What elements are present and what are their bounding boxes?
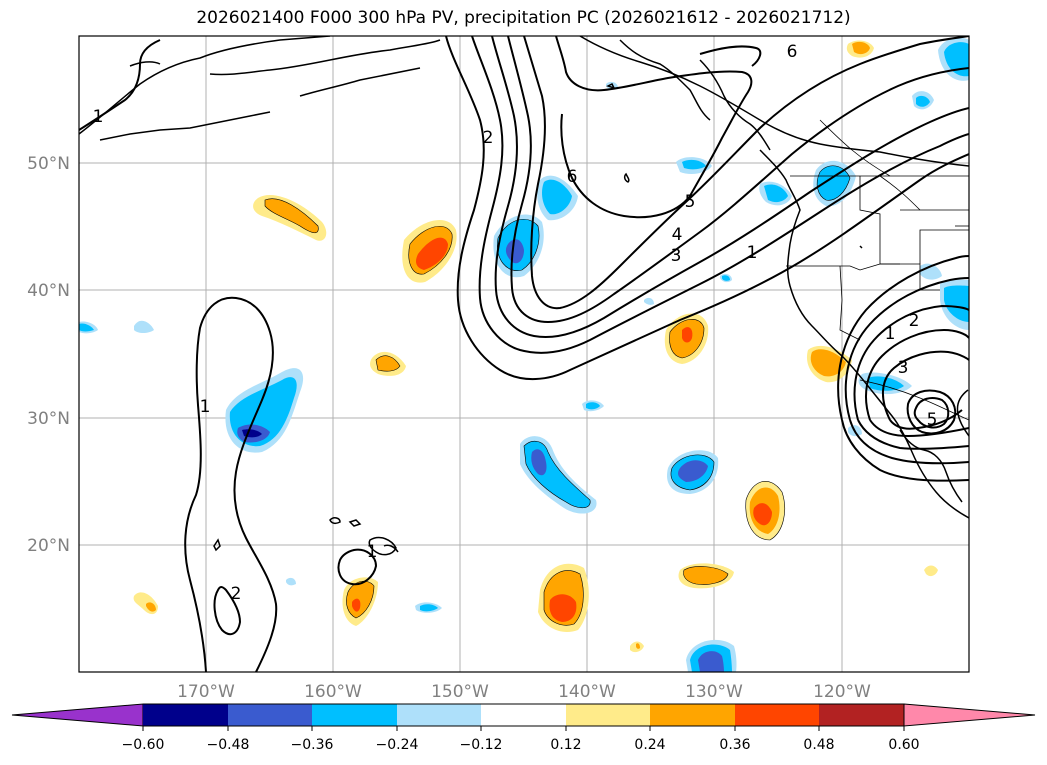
contour-label: 1 [747, 243, 758, 263]
contour-label: 2 [909, 311, 920, 331]
lon-label: 150°W [431, 682, 489, 702]
longitude-labels: 170°W 160°W 150°W 140°W 130°W 120°W [177, 682, 871, 702]
colorbar-extend-low [11, 703, 144, 727]
colorbar-tick: −0.60 [122, 737, 165, 753]
contour-label: 1 [367, 542, 378, 562]
contour-label: 1 [93, 107, 104, 127]
contour-label: 2 [483, 128, 494, 148]
colorbar: −0.60 −0.48 −0.36 −0.24 −0.12 0.12 0.24 … [11, 703, 1036, 753]
lat-label: 20°N [27, 536, 70, 556]
colorbar-segment [481, 704, 566, 726]
lon-label: 170°W [177, 682, 235, 702]
colorbar-segment [735, 704, 819, 726]
contour-label: 6 [787, 42, 798, 62]
map-frame [78, 35, 970, 673]
lat-label: 50°N [27, 154, 70, 174]
contour-label: 3 [898, 358, 909, 378]
lon-label: 160°W [304, 682, 362, 702]
colorbar-segment [566, 704, 650, 726]
political-borders [786, 119, 969, 421]
colorbar-tick: −0.48 [207, 737, 250, 753]
contour-label: 5 [927, 410, 938, 430]
colorbar-tick: 0.48 [803, 737, 834, 753]
colorbar-segment [143, 704, 228, 726]
colorbar-tick: −0.12 [460, 737, 503, 753]
contour-label: 6 [567, 167, 578, 187]
lon-label: 130°W [685, 682, 743, 702]
colorbar-segment [650, 704, 735, 726]
latitude-labels: 50°N 40°N 30°N 20°N [27, 154, 70, 556]
colorbar-segment [228, 704, 312, 726]
colorbar-tick: 0.12 [550, 737, 581, 753]
lon-label: 140°W [558, 682, 616, 702]
contour-label: 4 [672, 225, 683, 245]
coastlines [79, 36, 969, 556]
lat-label: 30°N [27, 409, 70, 429]
colorbar-tick: 0.60 [888, 737, 919, 753]
lat-label: 40°N [27, 281, 70, 301]
colorbar-tick: 0.24 [634, 737, 665, 753]
contour-labels: 1 2 6 6 5 4 3 1 1 1 2 3 5 1 2 [93, 42, 938, 604]
pv-contours [79, 36, 969, 672]
colorbar-tick: 0.36 [719, 737, 750, 753]
colorbar-tick: −0.24 [376, 737, 419, 753]
contour-label: 1 [885, 324, 896, 344]
colorbar-segment [312, 704, 397, 726]
contour-label: 5 [685, 192, 696, 212]
contour-label: 2 [231, 584, 242, 604]
colorbar-segment [397, 704, 481, 726]
contour-label: 3 [671, 246, 682, 266]
colorbar-segment [819, 704, 904, 726]
map-title: 2026021400 F000 300 hPa PV, precipitatio… [196, 8, 851, 28]
contour-label: 1 [200, 397, 211, 417]
lon-label: 120°W [813, 682, 871, 702]
colorbar-extend-high [903, 703, 1036, 727]
colorbar-tick: −0.36 [291, 737, 334, 753]
shading-outlines [264, 165, 851, 626]
